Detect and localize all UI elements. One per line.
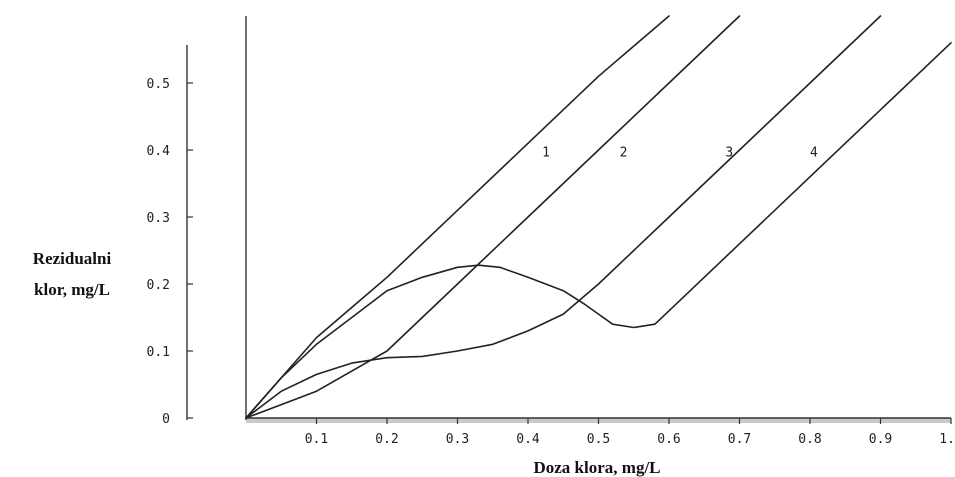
y-axis-title-line-1: Rezidualni <box>33 249 112 268</box>
x-tick-label: 0.2 <box>375 432 398 447</box>
x-tick-label: 0.6 <box>657 432 680 447</box>
x-tick-label: 0.5 <box>587 432 610 447</box>
curve-2-label: 2 <box>620 146 628 161</box>
curve-label-group: 1 2 3 4 <box>542 146 818 161</box>
x-tick-label: 0.7 <box>728 432 751 447</box>
y-tick-label: 0.2 <box>147 278 170 293</box>
y-axis-title-line-2: klor, mg/L <box>34 280 110 299</box>
x-tick-label: 1.0 <box>939 432 955 447</box>
curve-4-label: 4 <box>810 146 818 161</box>
curve-3-line <box>245 15 882 419</box>
curve-group <box>245 15 952 419</box>
curve-3-label: 3 <box>725 146 733 161</box>
x-tick-label: 0.8 <box>798 432 821 447</box>
y-tick-label: 0 <box>162 412 170 427</box>
y-tick-label: 0.3 <box>147 211 170 226</box>
x-tick-label: 0.4 <box>516 432 540 447</box>
curve-2-line <box>245 42 952 419</box>
y-tick-label: 0.5 <box>147 77 170 92</box>
y-tick-label: 0.4 <box>147 144 171 159</box>
curve-1-label: 1 <box>542 146 550 161</box>
x-tick-group: 0.1 0.2 0.3 0.4 0.5 0.6 0.7 0.8 0.9 1.0 <box>305 418 955 447</box>
x-tick-label: 0.3 <box>446 432 469 447</box>
x-axis-title: Doza klora, mg/L <box>533 458 660 477</box>
curve-4-line <box>245 15 741 419</box>
y-tick-label: 0.1 <box>147 345 170 360</box>
y-tick-group: 0 0.1 0.2 0.3 0.4 0.5 <box>147 77 193 427</box>
curve-1-line <box>245 15 670 419</box>
x-tick-label: 0.1 <box>305 432 328 447</box>
x-tick-label: 0.9 <box>869 432 892 447</box>
